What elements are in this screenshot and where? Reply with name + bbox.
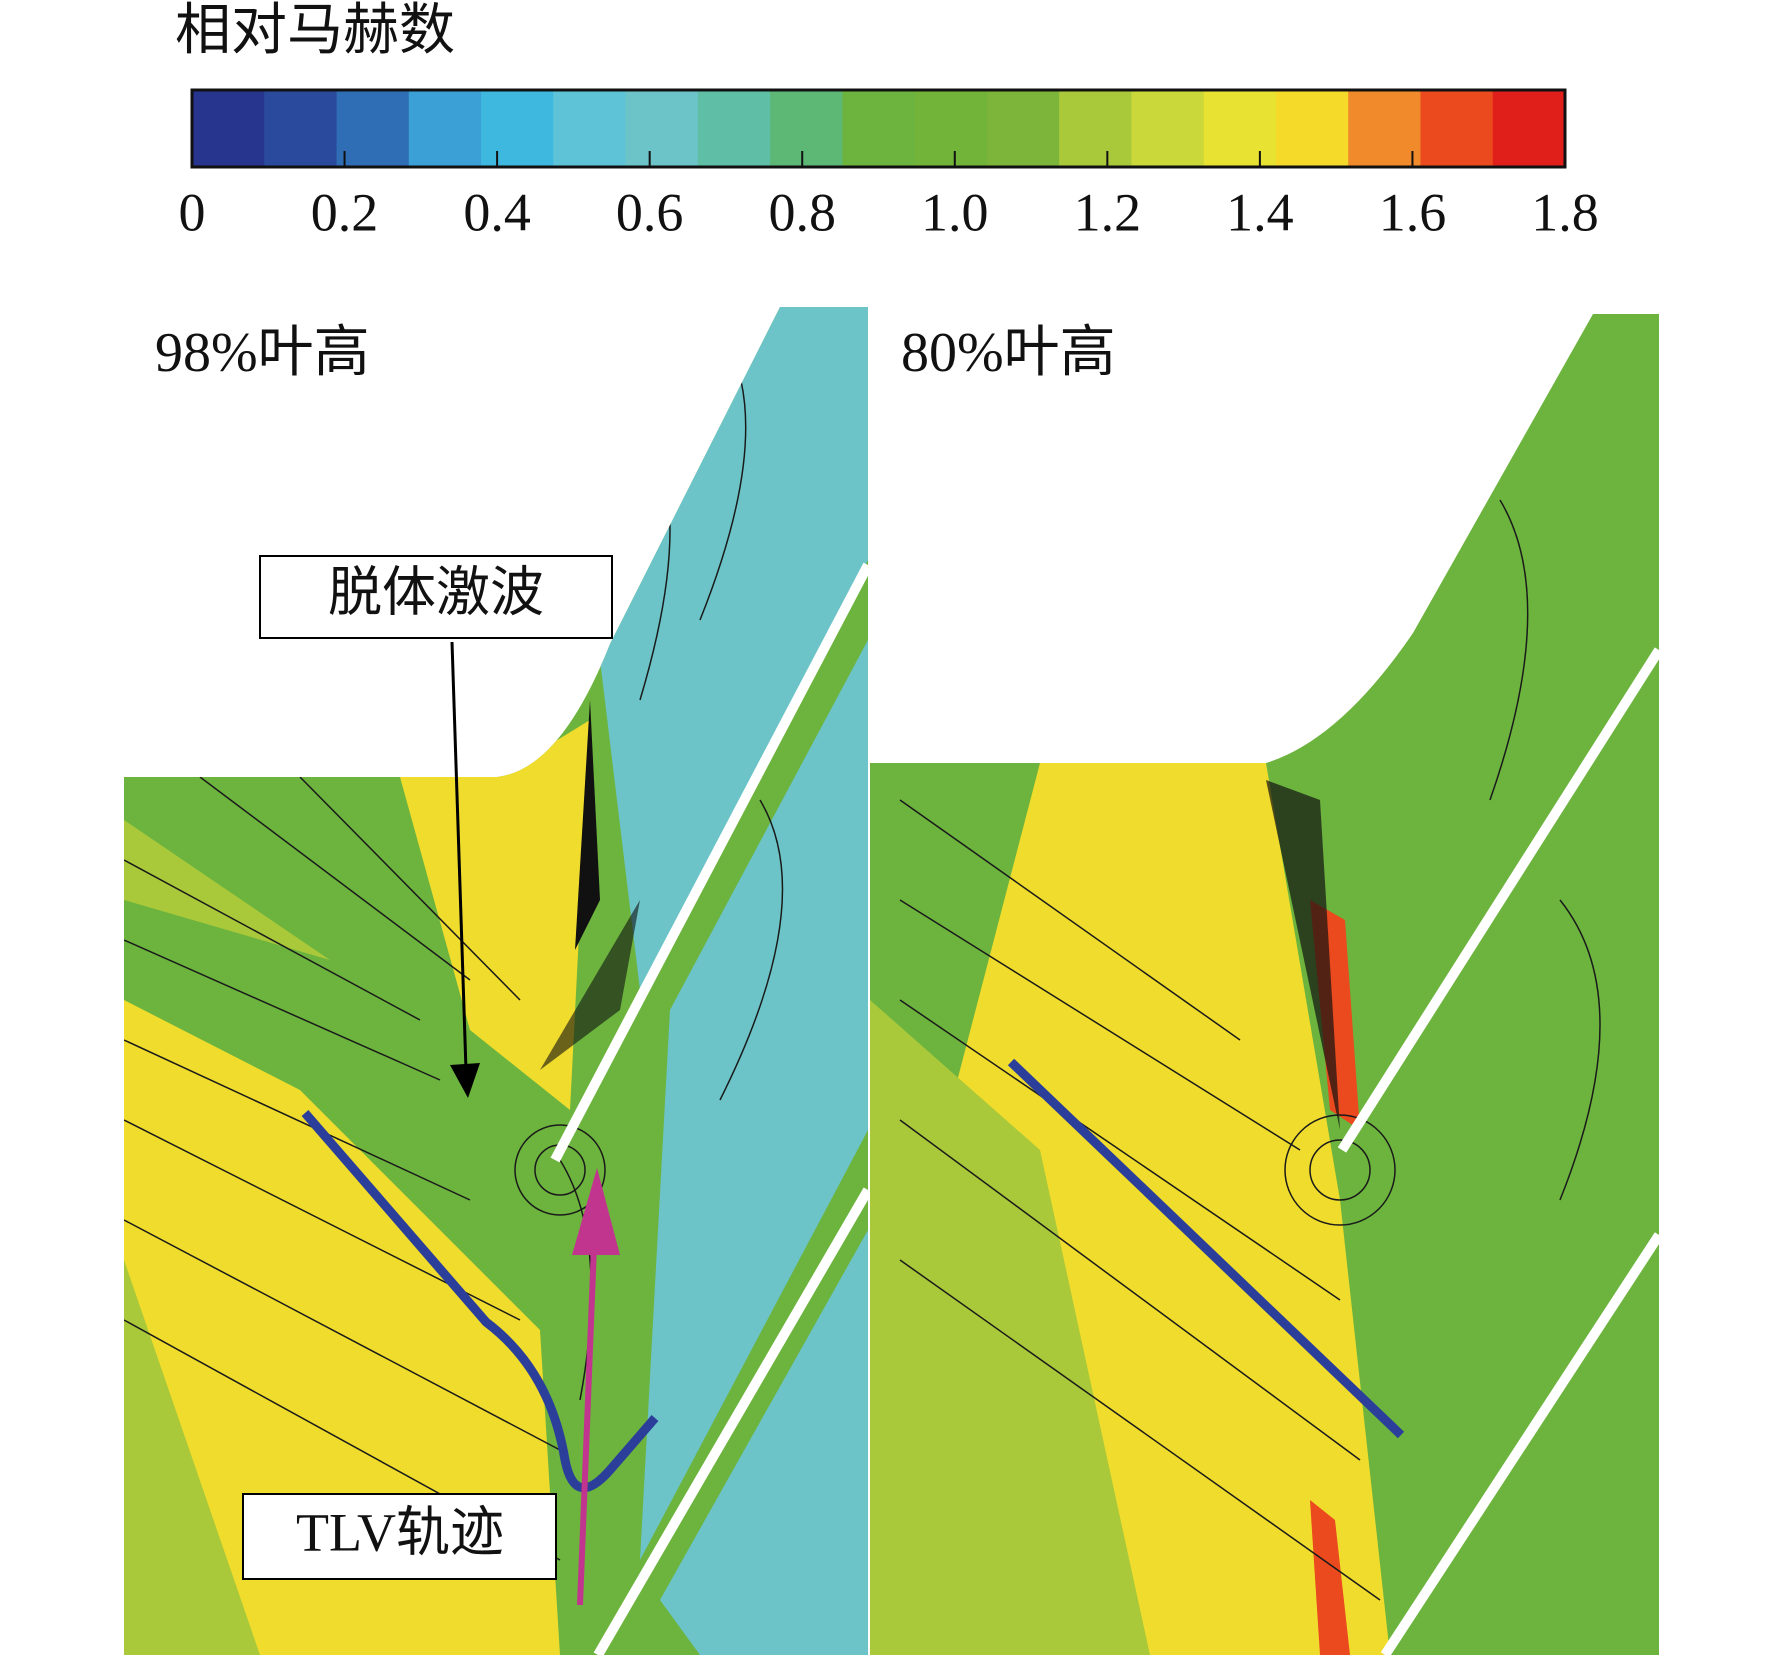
colorbar-tick-label: 1.6 [1379, 182, 1447, 242]
annotation-box [242, 1493, 557, 1580]
colorbar-segment [842, 90, 916, 167]
colorbar-segment [481, 90, 554, 167]
colorbar-segment [914, 90, 988, 167]
tlv-arrow [577, 1219, 598, 1606]
tlv-trajectory [1007, 1058, 1405, 1439]
panel-label: 98%叶高 [155, 322, 370, 384]
colorbar-segment [625, 90, 699, 167]
colorbar-segment [1131, 90, 1205, 167]
annotation-text: TLV轨迹 [296, 1502, 504, 1562]
colorbar-tick-label: 1.8 [1531, 182, 1599, 242]
colorbar-segment [1059, 90, 1132, 167]
contour-panel-right [870, 314, 1659, 1655]
annotation-arrowhead [450, 1063, 480, 1098]
colorbar-tick-label: 1.4 [1226, 182, 1294, 242]
tlv-arrowhead [572, 1168, 620, 1255]
colorbar-segment [1492, 90, 1566, 167]
colorbar-segment [697, 90, 771, 167]
annotation-arrow [450, 641, 468, 1071]
colorbar-segment [336, 90, 410, 167]
colorbar-tick-label: 1.2 [1074, 182, 1142, 242]
colorbar-tick-label: 0.4 [463, 182, 531, 242]
colorbar: 0 0.2 0.4 0.6 0.8 1.0 1.2 1.4 1.6 1.8 [179, 88, 1599, 242]
colorbar-segment [192, 90, 265, 167]
tlv-trajectory [301, 1110, 659, 1493]
colorbar-tick-label: 0 [179, 182, 206, 242]
colorbar-segment [1275, 90, 1349, 167]
colorbar-segment [553, 90, 627, 167]
annotation-text: 脱体激波 [328, 562, 544, 622]
colorbar-tick-label: 0.2 [311, 182, 379, 242]
colorbar-frame [190, 88, 1567, 169]
colorbar-segment [1348, 90, 1421, 167]
colorbar-segment [408, 90, 482, 167]
colorbar-segment [1203, 90, 1277, 167]
panel-label: 80%叶高 [901, 322, 1116, 384]
colorbar-segment [986, 90, 1060, 167]
colorbar-segment [1420, 90, 1494, 167]
colorbar-tick-label: 1.0 [921, 182, 989, 242]
colorbar-title: 相对马赫数 [175, 0, 455, 62]
contour-panel-left [124, 307, 868, 1655]
colorbar-segment [770, 90, 843, 167]
colorbar-tick-label: 0.8 [768, 182, 836, 242]
colorbar-tick-label: 0.6 [616, 182, 684, 242]
colorbar-segment [264, 90, 338, 167]
annotation-box [259, 555, 613, 639]
